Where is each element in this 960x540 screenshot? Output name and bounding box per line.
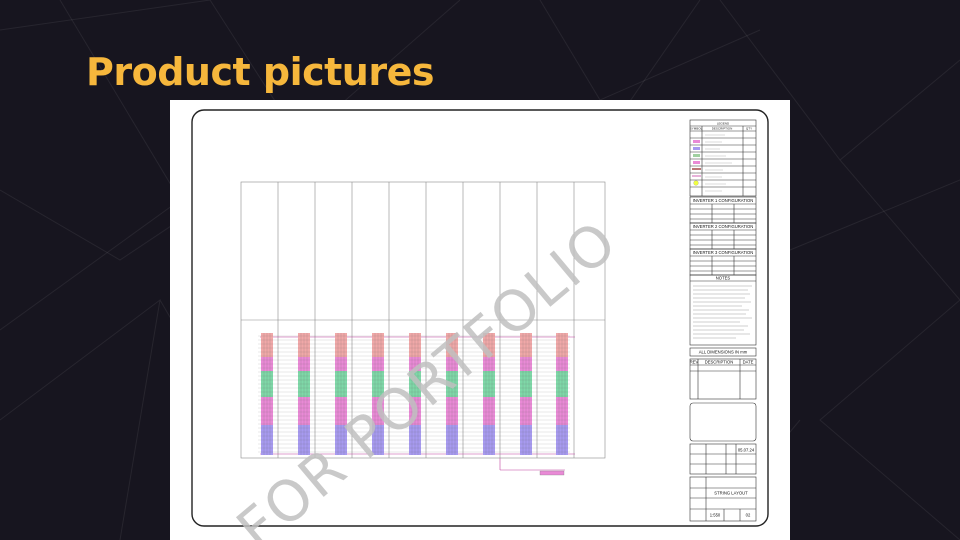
legend-symbols xyxy=(692,140,701,186)
revision-col-date: DATE xyxy=(743,360,754,365)
legend-col-symbol: SYMBOL xyxy=(690,127,703,131)
watermark-text: FOR PORTFOLIO xyxy=(225,208,630,540)
sheet-number: 02 xyxy=(746,513,751,518)
notes-title: NOTES xyxy=(716,276,731,281)
inverter-2-config-title: INVERTER 2 CONFIGURATION xyxy=(693,224,754,229)
legend-lines xyxy=(705,134,732,192)
title-block xyxy=(689,119,757,522)
slide-title: Product pictures xyxy=(86,50,434,94)
inverter-1-config-title: INVERTER 1 CONFIGURATION xyxy=(693,198,754,203)
drawing-scale: 1:550 xyxy=(710,513,721,518)
roof-frame xyxy=(240,181,606,459)
drawing-date: 05.07.24 xyxy=(738,448,755,453)
notes-lines xyxy=(693,285,752,339)
dimensions-note: ALL DIMENSIONS IN mm xyxy=(699,350,748,355)
revision-col-rev: REV xyxy=(690,360,699,365)
string-layout-drawing: LEGEND SYMBOL DESCRIPTION QTY INVERTER 1… xyxy=(170,100,790,540)
sheet-title: STRING LAYOUT xyxy=(714,491,748,496)
drawing-border xyxy=(191,109,769,527)
legend-col-description: DESCRIPTION xyxy=(712,127,733,131)
legend-col-qty: QTY xyxy=(746,127,752,131)
inverter-3-config-title: INVERTER 3 CONFIGURATION xyxy=(693,250,754,255)
revision-col-description: DESCRIPTION xyxy=(705,360,734,365)
panel-grid xyxy=(258,335,570,453)
legend-title: LEGEND xyxy=(717,122,730,126)
